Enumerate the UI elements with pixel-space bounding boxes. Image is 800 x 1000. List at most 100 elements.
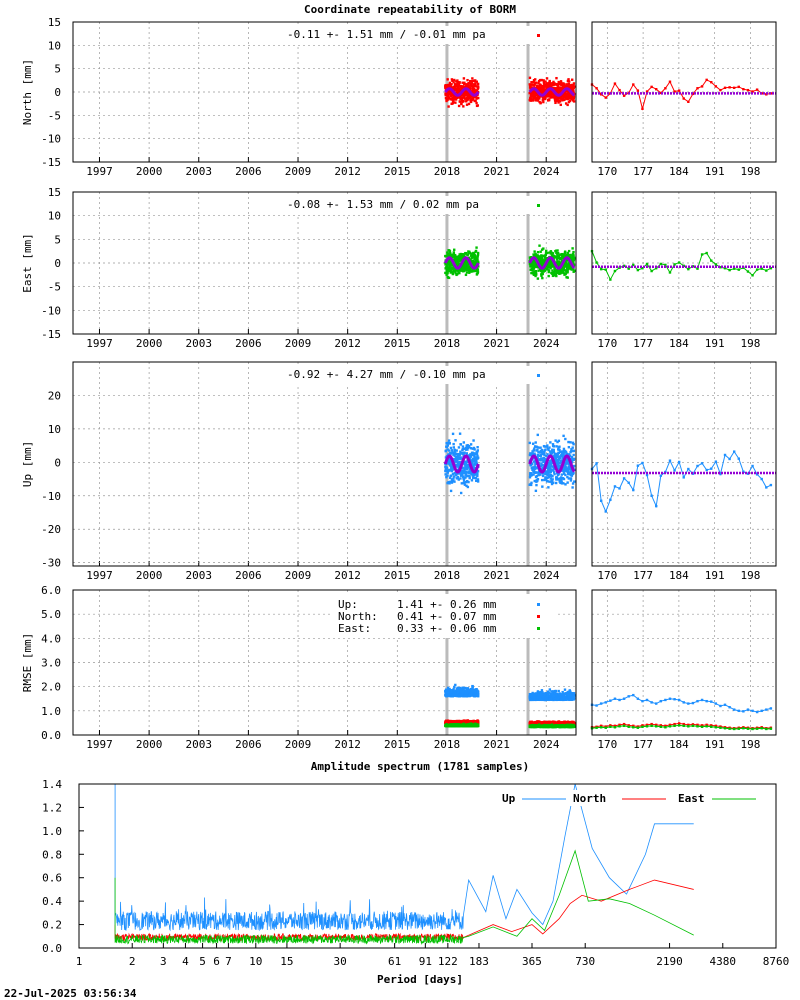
zoom-data-point <box>723 267 727 270</box>
data-point <box>475 246 478 249</box>
data-point <box>566 470 570 473</box>
data-point <box>472 251 475 255</box>
data-point <box>470 479 474 482</box>
data-point <box>563 454 566 457</box>
zoom-data-point <box>599 499 603 502</box>
panel-east: 1997 2000 2003 2006 2009 2012 2015 2018 2021 2024… <box>21 186 777 350</box>
tick-label-x: 2006 <box>235 738 262 751</box>
zoom-data-point <box>673 90 676 93</box>
data-point <box>460 482 464 485</box>
data-point <box>450 481 454 484</box>
data-point <box>547 468 550 472</box>
data-point <box>452 252 456 256</box>
data-point <box>457 259 461 263</box>
data-point <box>469 83 473 87</box>
zoom-data-point <box>700 253 704 256</box>
data-point <box>537 446 540 449</box>
data-point <box>570 474 574 477</box>
data-point <box>529 263 533 266</box>
data-point <box>471 474 474 477</box>
tick-label-x: 1997 <box>86 165 113 178</box>
data-point <box>566 271 569 274</box>
zoom-data-point <box>755 88 759 91</box>
data-point <box>468 467 472 471</box>
data-point <box>569 477 573 480</box>
data-point <box>473 455 476 458</box>
tick-label-x: 2018 <box>434 165 461 178</box>
data-point <box>471 88 474 91</box>
zoom-data-point <box>627 481 630 484</box>
data-point <box>572 89 575 93</box>
data-point <box>555 76 558 80</box>
data-point <box>536 277 540 280</box>
data-point <box>468 476 471 480</box>
data-point <box>477 96 480 100</box>
data-point <box>451 432 455 436</box>
data-point <box>445 269 449 273</box>
data-point <box>444 449 448 452</box>
data-point <box>541 474 545 478</box>
zoom-data-point <box>655 504 658 508</box>
zoom-data-point <box>705 78 708 82</box>
data-point <box>464 464 467 468</box>
data-point <box>530 86 534 89</box>
data-point <box>477 265 480 268</box>
zoom-data-point <box>719 88 722 92</box>
zoom-data-point <box>719 472 722 476</box>
tick-label-x: 2009 <box>285 337 312 350</box>
data-point <box>552 448 555 452</box>
zoom-data-point <box>705 251 708 255</box>
data-point <box>546 480 549 483</box>
tick-label-y: -20 <box>41 523 61 536</box>
data-point <box>545 249 548 253</box>
data-point <box>467 85 470 88</box>
data-point <box>471 98 475 101</box>
data-point <box>461 445 465 448</box>
data-point <box>531 450 534 453</box>
data-point <box>560 83 563 87</box>
data-point <box>544 96 547 100</box>
data-point <box>459 450 462 453</box>
data-point <box>558 268 561 271</box>
data-point <box>446 471 449 474</box>
data-point <box>572 100 576 103</box>
data-point <box>457 454 460 457</box>
stats-bg <box>280 26 556 44</box>
data-point <box>444 465 447 468</box>
data-point <box>454 452 458 456</box>
data-point <box>476 450 479 454</box>
data-point <box>458 254 461 258</box>
data-point <box>447 269 451 273</box>
zoom-data-point <box>595 87 598 90</box>
data-point <box>450 474 453 477</box>
data-point <box>472 467 476 470</box>
data-point <box>544 470 548 474</box>
data-point <box>546 95 550 98</box>
data-point <box>465 252 468 255</box>
data-point <box>477 694 480 698</box>
data-point <box>470 82 474 85</box>
data-point <box>557 439 561 443</box>
zoom-data-point <box>682 97 685 100</box>
data-point <box>553 472 556 476</box>
zoom-data-point <box>604 268 607 271</box>
data-point <box>536 97 540 100</box>
zoom-data-point <box>655 267 658 270</box>
data-point <box>537 691 541 694</box>
data-point <box>469 455 473 458</box>
data-point <box>540 462 543 465</box>
data-point <box>562 271 565 275</box>
data-point <box>448 476 452 479</box>
data-point <box>463 94 466 97</box>
data-point <box>530 474 533 477</box>
zoom-data-point <box>632 83 635 86</box>
data-point <box>448 482 451 485</box>
zoom-frame <box>591 191 777 335</box>
data-point <box>476 719 480 723</box>
data-point <box>534 489 538 493</box>
data-point <box>447 457 451 461</box>
tick-label-x: 2024 <box>533 569 560 582</box>
data-point <box>458 87 461 90</box>
data-point <box>541 272 544 276</box>
data-point <box>465 103 469 106</box>
